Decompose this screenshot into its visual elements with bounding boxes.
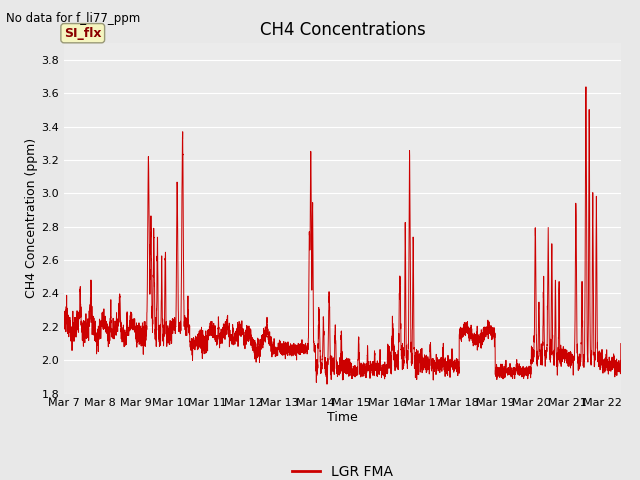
Y-axis label: CH4 Concentration (ppm): CH4 Concentration (ppm) — [26, 138, 38, 299]
Legend: LGR FMA: LGR FMA — [287, 460, 398, 480]
X-axis label: Time: Time — [327, 411, 358, 424]
Title: CH4 Concentrations: CH4 Concentrations — [260, 21, 425, 39]
Text: No data for f_li77_ppm: No data for f_li77_ppm — [6, 12, 141, 25]
Text: SI_flx: SI_flx — [64, 27, 102, 40]
